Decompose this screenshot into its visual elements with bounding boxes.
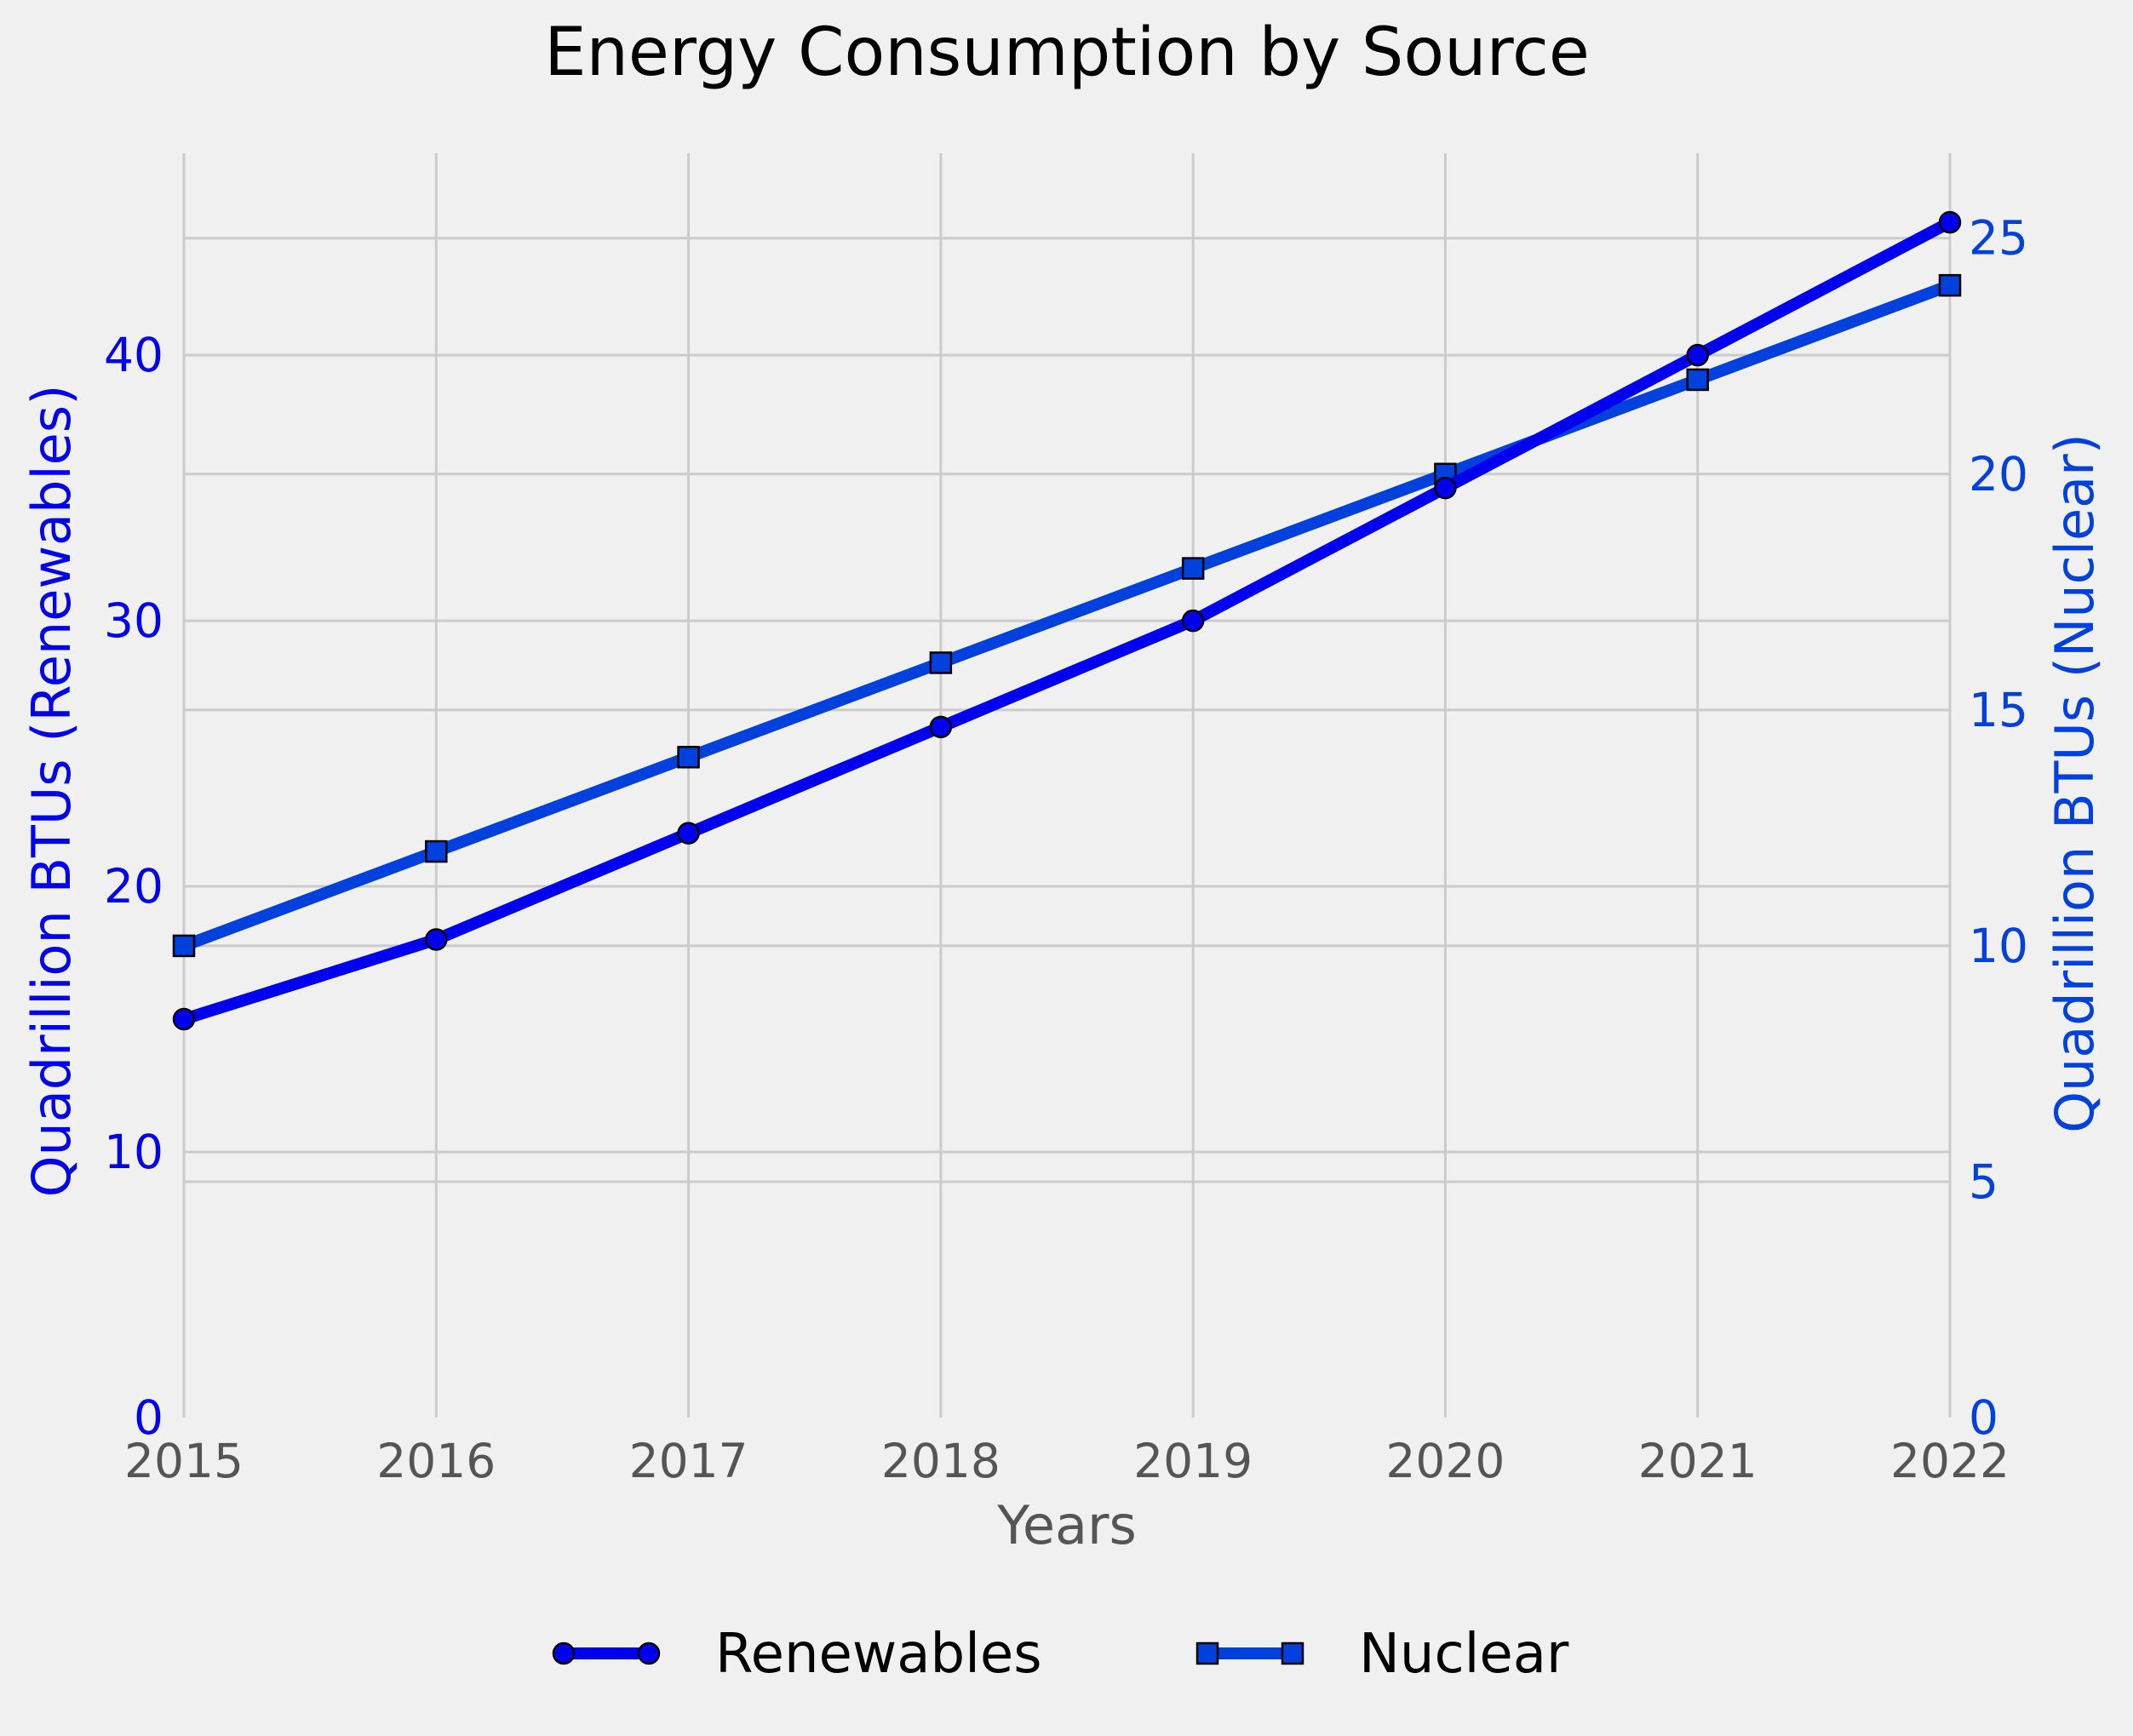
data-point-nuclear — [1938, 273, 1962, 297]
series-layer — [172, 210, 1962, 1031]
y-right-tick-label: 10 — [1969, 919, 2028, 973]
x-tick-label: 2015 — [124, 1434, 244, 1488]
data-point-renewables — [929, 715, 953, 739]
y-right-tick-label: 20 — [1969, 447, 2028, 501]
data-point-renewables — [172, 1007, 196, 1031]
chart-title: Energy Consumption by Source — [544, 14, 1590, 91]
y-right-tick-label: 15 — [1969, 683, 2028, 737]
y-left-tick-label: 40 — [104, 328, 163, 382]
legend-item-renewables: Renewables — [552, 1623, 1042, 1686]
x-tick-label: 2016 — [376, 1434, 496, 1488]
data-point-nuclear — [425, 839, 448, 863]
data-point-renewables — [1686, 343, 1709, 367]
x-tick-label: 2021 — [1638, 1434, 1757, 1488]
y-left-tick-label: 30 — [104, 593, 163, 648]
y-axis-left-label: Quadrillion BTUs (Renewables) — [20, 385, 83, 1198]
grid — [182, 153, 1952, 1418]
x-tick-label: 2019 — [1133, 1434, 1253, 1488]
legend-marker-nuclear — [1281, 1641, 1304, 1665]
data-point-nuclear — [172, 934, 196, 958]
legend: Renewables Nuclear — [552, 1623, 1569, 1686]
x-axis-label: Years — [996, 1494, 1137, 1556]
series-line-renewables — [181, 216, 1953, 1025]
x-tick-label: 2017 — [629, 1434, 748, 1488]
y-right-tick-label: 0 — [1969, 1390, 1998, 1445]
data-point-nuclear — [677, 746, 700, 769]
y-right-tick-label: 5 — [1969, 1154, 1998, 1209]
x-tick-label: 2020 — [1385, 1434, 1505, 1488]
legend-marker-nuclear — [1196, 1641, 1219, 1665]
series-line-nuclear — [181, 279, 1952, 952]
y-left-tick-label: 10 — [104, 1125, 163, 1179]
data-point-nuclear — [1181, 557, 1205, 580]
data-point-renewables — [1938, 210, 1962, 234]
data-point-nuclear — [1686, 368, 1709, 392]
data-point-nuclear — [929, 651, 953, 674]
x-tick-label: 2018 — [881, 1434, 1001, 1488]
data-point-renewables — [1434, 476, 1457, 500]
data-point-renewables — [1181, 609, 1205, 633]
y-axis-right-label: Quadrillion BTUs (Nuclear) — [2044, 433, 2106, 1133]
legend-marker-renewables — [552, 1641, 576, 1665]
y-right-tick-label: 25 — [1969, 211, 2028, 266]
data-point-renewables — [677, 822, 700, 845]
ticks-layer: 2015 2016 2017 2018 2019 2020 2021 202201020304… — [104, 211, 2028, 1488]
y-left-tick-label: 0 — [134, 1390, 163, 1445]
y-left-tick-label: 20 — [104, 859, 163, 914]
legend-label-renewables: Renewables — [715, 1623, 1042, 1686]
legend-marker-renewables — [637, 1641, 661, 1665]
legend-item-nuclear: Nuclear — [1196, 1623, 1569, 1686]
data-point-renewables — [425, 928, 448, 951]
legend-label-nuclear: Nuclear — [1359, 1623, 1569, 1686]
x-tick-label: 2022 — [1890, 1434, 2010, 1488]
